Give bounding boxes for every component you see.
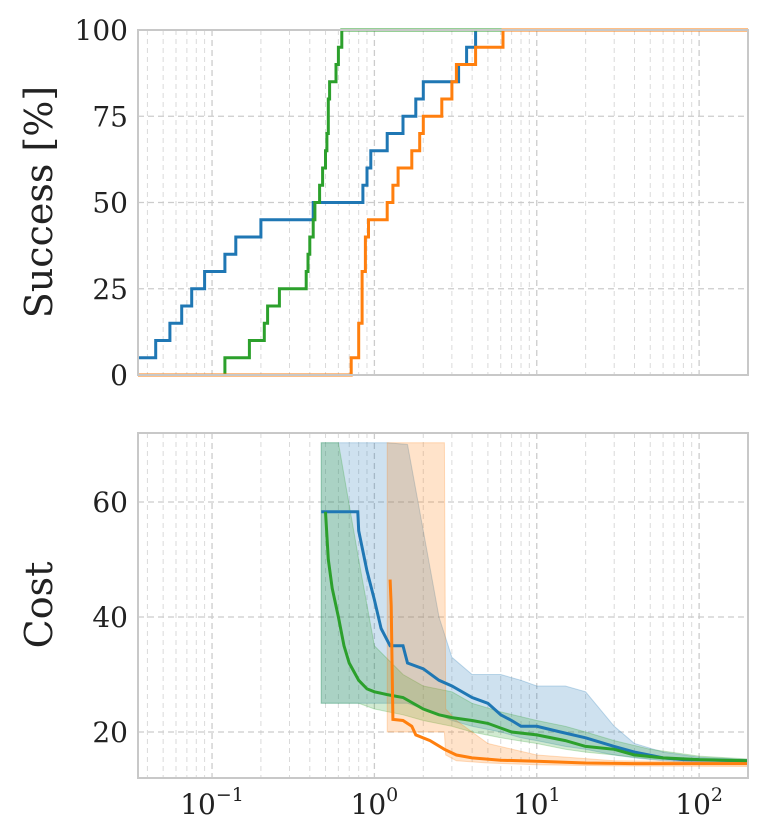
- series-0-line: [138, 28, 748, 360]
- series-0-band: [320, 442, 749, 764]
- x-tick-label: 102: [675, 784, 723, 821]
- y-tick-label: 60: [92, 486, 128, 519]
- cost-panel: 20 40 60 Cost 10−1 100 101 102: [17, 432, 749, 821]
- y-tick-label: 25: [92, 273, 128, 306]
- series-1-line: [138, 28, 748, 377]
- series-2-line: [388, 579, 748, 766]
- success-lines: [138, 28, 748, 377]
- success-plot-frame: [137, 29, 749, 376]
- x-tick-label: 101: [513, 784, 561, 821]
- success-panel: 0 25 50 75 100 Success [%]: [17, 14, 749, 392]
- cost-y-axis-label: Cost: [17, 562, 61, 649]
- y-tick-label: 0: [110, 359, 128, 392]
- success-y-axis-label: Success [%]: [17, 86, 61, 318]
- y-tick-label: 50: [92, 187, 128, 220]
- y-tick-label: 20: [92, 716, 128, 749]
- cost-lines: [321, 510, 749, 766]
- cost-bands: [320, 442, 749, 768]
- y-tick-label: 40: [92, 601, 128, 634]
- success-y-ticks: 0 25 50 75 100: [75, 14, 128, 392]
- cost-plot-frame: [137, 432, 749, 779]
- cost-y-ticks: 20 40 60: [92, 486, 128, 749]
- y-tick-label: 100: [75, 14, 128, 47]
- cost-grid: [138, 433, 749, 778]
- cost-x-ticks: 10−1 100 101 102: [180, 784, 723, 821]
- x-tick-label: 100: [351, 784, 399, 821]
- series-0-line: [321, 510, 749, 763]
- x-tick-label: 10−1: [180, 784, 244, 821]
- series-2-line: [138, 28, 748, 377]
- y-tick-label: 75: [92, 100, 128, 133]
- series-1-line: [324, 511, 749, 763]
